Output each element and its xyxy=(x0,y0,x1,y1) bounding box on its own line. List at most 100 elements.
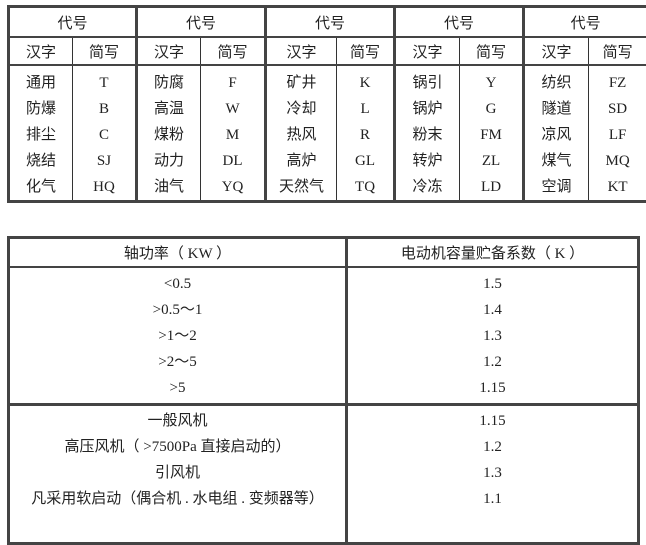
motor-reserve-coefficient-table: 轴功率（ KW ） 电动机容量贮备系数（ K ） <0.5>0.5～1>1～2>… xyxy=(7,236,640,545)
sub-header-chinese: 汉字 xyxy=(137,37,201,65)
group-header: 代号 xyxy=(524,7,646,38)
chinese-name: 转炉 xyxy=(396,148,459,174)
sub-header-chinese: 汉字 xyxy=(266,37,337,65)
fan-type-group: 一般风机高压风机（ >7500Pa 直接启动的）引风机凡采用软启动（偶合机 . … xyxy=(9,405,639,544)
abbreviation: DL xyxy=(201,148,264,174)
chinese-name: 冷却 xyxy=(267,96,336,122)
group-header: 代号 xyxy=(395,7,524,38)
chinese-name: 化气 xyxy=(10,174,72,200)
header-row: 轴功率（ KW ） 电动机容量贮备系数（ K ） xyxy=(9,238,639,268)
abbreviation: FZ xyxy=(589,70,646,96)
abbreviation: HQ xyxy=(73,174,135,200)
abbreviation: ZL xyxy=(460,148,522,174)
chinese-name: 通用 xyxy=(10,70,72,96)
chinese-name: 冷冻 xyxy=(396,174,459,200)
chinese-name: 凉风 xyxy=(525,122,588,148)
condition-label: 凡采用软启动（偶合机 . 水电组 . 变频器等） xyxy=(10,486,345,512)
chinese-name: 隧道 xyxy=(525,96,588,122)
abbreviation: LD xyxy=(460,174,522,200)
chinese-name: 防爆 xyxy=(10,96,72,122)
sub-header-abbr: 简写 xyxy=(337,37,395,65)
chinese-name-cell: 防腐高温煤粉动力油气 xyxy=(137,65,201,202)
chinese-name: 锅炉 xyxy=(396,96,459,122)
sub-header-row: 汉字简写汉字简写汉字简写汉字简写汉字简写 xyxy=(9,37,646,65)
coefficient-value: 1.3 xyxy=(348,460,637,486)
chinese-name: 烧结 xyxy=(10,148,72,174)
abbreviation: YQ xyxy=(201,174,264,200)
abbreviation: W xyxy=(201,96,264,122)
chinese-name: 防腐 xyxy=(138,70,200,96)
chinese-name: 天然气 xyxy=(267,174,336,200)
chinese-name: 纺织 xyxy=(525,70,588,96)
sub-header-chinese: 汉字 xyxy=(395,37,460,65)
chinese-name: 矿井 xyxy=(267,70,336,96)
chinese-name-cell: 纺织隧道凉风煤气空调 xyxy=(524,65,589,202)
abbreviation: B xyxy=(73,96,135,122)
coefficient-value: 1.15 xyxy=(348,375,637,401)
chinese-name: 锅引 xyxy=(396,70,459,96)
abbreviation: LF xyxy=(589,122,646,148)
chinese-name: 油气 xyxy=(138,174,200,200)
chinese-name: 高温 xyxy=(138,96,200,122)
chinese-name: 热风 xyxy=(267,122,336,148)
condition-label: >0.5～1 xyxy=(10,297,345,323)
abbreviation: K xyxy=(337,70,393,96)
chinese-name: 高炉 xyxy=(267,148,336,174)
sub-header-abbr: 简写 xyxy=(460,37,524,65)
chinese-name: 动力 xyxy=(138,148,200,174)
coefficient-value: 1.2 xyxy=(348,349,637,375)
abbreviation: R xyxy=(337,122,393,148)
abbreviation: L xyxy=(337,96,393,122)
fan-type-labels: 一般风机高压风机（ >7500Pa 直接启动的）引风机凡采用软启动（偶合机 . … xyxy=(9,405,347,544)
group-header: 代号 xyxy=(137,7,266,38)
condition-label: >2～5 xyxy=(10,349,345,375)
coefficient-value: 1.4 xyxy=(348,297,637,323)
coefficient-value: 1.5 xyxy=(348,271,637,297)
abbreviation: G xyxy=(460,96,522,122)
header-reserve-coefficient: 电动机容量贮备系数（ K ） xyxy=(347,238,639,268)
sub-header-abbr: 简写 xyxy=(201,37,266,65)
abbreviation: Y xyxy=(460,70,522,96)
coefficient-value: 1.1 xyxy=(348,486,637,512)
condition-label: 引风机 xyxy=(10,460,345,486)
fan-code-table: 代号代号代号代号代号 汉字简写汉字简写汉字简写汉字简写汉字简写 通用防爆排尘烧结… xyxy=(7,5,646,203)
abbreviation: SD xyxy=(589,96,646,122)
header-shaft-power: 轴功率（ KW ） xyxy=(9,238,347,268)
chinese-name-cell: 通用防爆排尘烧结化气 xyxy=(9,65,73,202)
group-header: 代号 xyxy=(9,7,137,38)
coefficient-value: 1.2 xyxy=(348,434,637,460)
chinese-name: 粉末 xyxy=(396,122,459,148)
group-header: 代号 xyxy=(266,7,395,38)
condition-label: 一般风机 xyxy=(10,408,345,434)
sub-header-abbr: 简写 xyxy=(589,37,646,65)
abbreviation: T xyxy=(73,70,135,96)
power-range-labels: <0.5>0.5～1>1～2>2～5>5 xyxy=(9,267,347,405)
sub-header-abbr: 简写 xyxy=(73,37,137,65)
chinese-name: 空调 xyxy=(525,174,588,200)
group-header-row: 代号代号代号代号代号 xyxy=(9,7,646,38)
chinese-name: 煤粉 xyxy=(138,122,200,148)
condition-label: <0.5 xyxy=(10,271,345,297)
abbreviation: F xyxy=(201,70,264,96)
coefficient-value: 1.3 xyxy=(348,323,637,349)
sub-header-chinese: 汉字 xyxy=(524,37,589,65)
chinese-name-cell: 锅引锅炉粉末转炉冷冻 xyxy=(395,65,460,202)
abbreviation: MQ xyxy=(589,148,646,174)
abbreviation: GL xyxy=(337,148,393,174)
sub-header-chinese: 汉字 xyxy=(9,37,73,65)
chinese-name: 排尘 xyxy=(10,122,72,148)
chinese-name-cell: 矿井冷却热风高炉天然气 xyxy=(266,65,337,202)
coefficient-value: 1.15 xyxy=(348,408,637,434)
abbreviation: C xyxy=(73,122,135,148)
abbreviation: KT xyxy=(589,174,646,200)
abbreviation: SJ xyxy=(73,148,135,174)
abbreviation: TQ xyxy=(337,174,393,200)
condition-label: >5 xyxy=(10,375,345,401)
